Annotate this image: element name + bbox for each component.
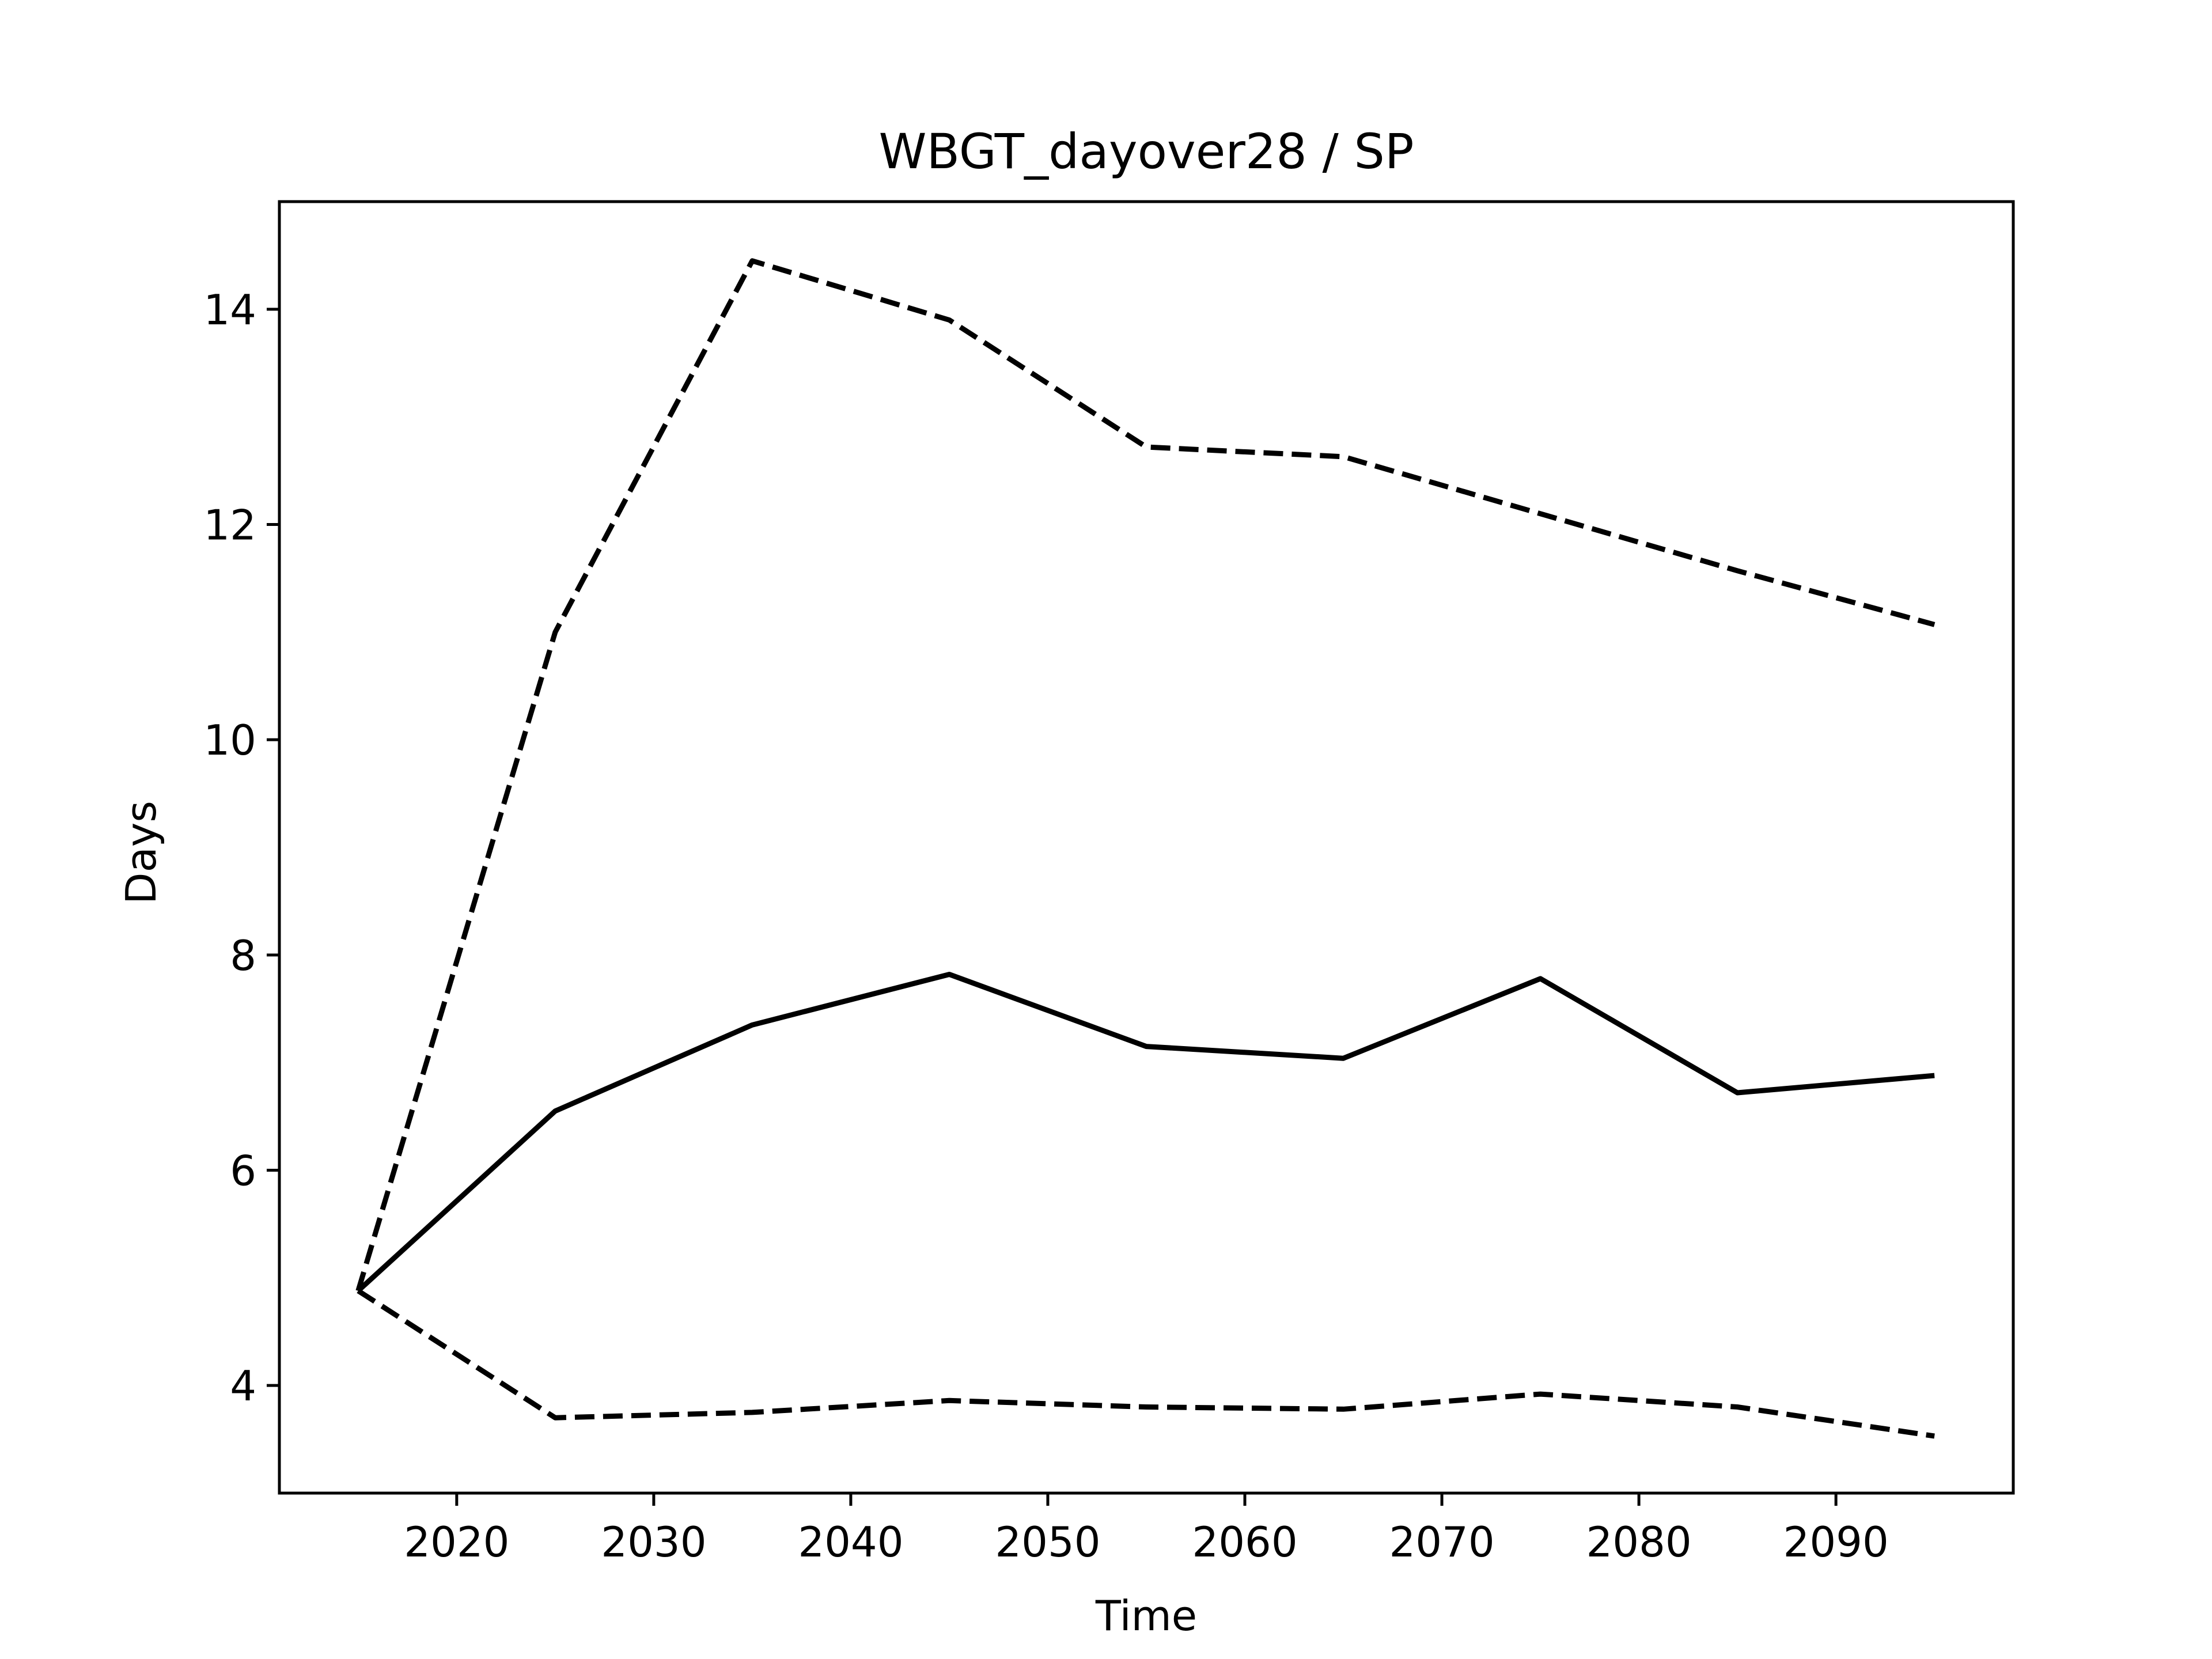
chart-title: WBGT_dayover28 / SP [878,123,1414,180]
x-tick-label: 2070 [1389,1518,1494,1566]
y-tick-label: 12 [203,501,256,550]
series-line-lower [357,1289,1935,1439]
y-axis-label: Days [117,801,165,904]
y-tick-label: 4 [230,1362,256,1410]
x-tick-label: 2060 [1192,1518,1297,1566]
x-tick-label: 2090 [1783,1518,1889,1566]
y-tick-label: 14 [203,286,256,334]
x-axis-ticks: 2020 2030 2040 2050 2060 2070 2080 2090 [404,1493,1889,1566]
x-tick-label: 2020 [404,1518,509,1566]
y-tick-label: 8 [230,931,256,980]
series-lines [355,258,1936,1439]
y-tick-label: 6 [230,1147,256,1195]
x-tick-label: 2040 [798,1518,903,1566]
x-tick-label: 2050 [995,1518,1100,1566]
x-tick-label: 2080 [1586,1518,1691,1566]
series-line-upper [355,258,1936,1292]
y-tick-label: 10 [203,716,256,764]
series-line-median [356,972,1935,1293]
y-axis-ticks: 4 6 8 10 12 14 [203,286,279,1410]
x-tick-label: 2030 [601,1518,706,1566]
x-axis-label: Time [1095,1592,1197,1640]
plot-area-frame [278,200,2015,1495]
